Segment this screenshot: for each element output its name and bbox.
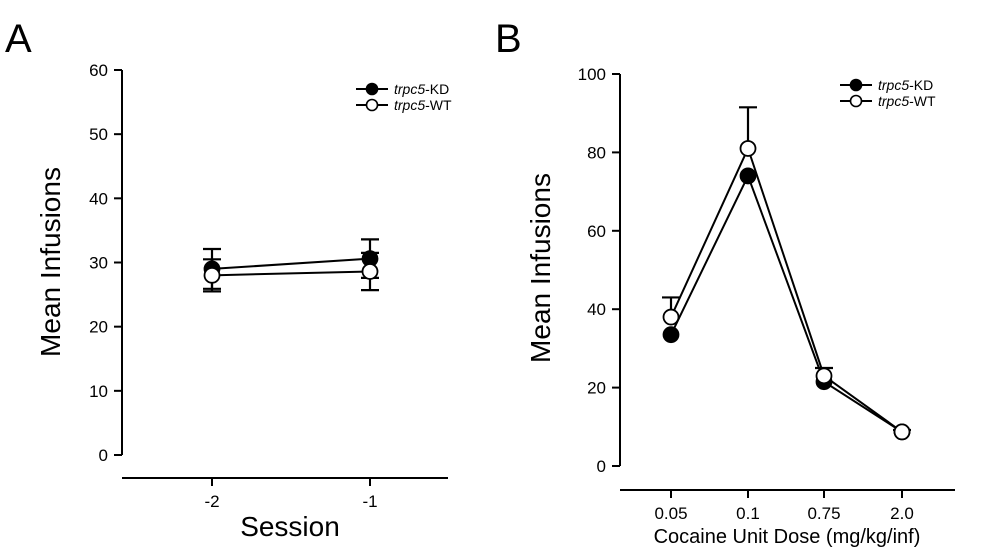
panel-a-marks [203,238,379,293]
panel-b-x-tick-label: 2.0 [890,504,914,523]
panel-b-point-kd [739,167,757,185]
panel-a-y-tick-label: 40 [89,189,108,208]
panel-b-x-axis-title: Cocaine Unit Dose (mg/kg/inf) [654,526,921,548]
panel-b-series-line-wt [670,145,903,433]
panel-a-y-axis-title: Mean Infusions [35,167,66,357]
panel-b-point-wt [893,423,911,441]
panel-a-legend-marker [365,98,379,112]
panel-b-x-tick-label: 0.05 [654,504,687,523]
panel-a-x-axis-title: Session [240,511,340,542]
panel-a-x-tick-label: -2 [204,492,219,511]
panel-a-y-tick-label: 20 [89,318,108,337]
panel-b-point-wt [815,367,833,385]
panel-b-point-kd [662,326,680,344]
panel-a-point-wt [361,263,379,280]
panel-b-axes [619,74,955,491]
panel-a-y-tick-label: 60 [89,61,108,80]
panel-a: A 0 10 20 30 40 50 60 -2 -1 Session Mean Infusi… [5,17,452,542]
panel-b-legend-marker [849,94,863,108]
panel-a-y-tick-label: 0 [99,446,108,465]
panel-b-y-tick-label: 20 [587,379,606,398]
panel-b-marks [662,106,911,441]
panel-a-legend-label: trpc5-KD [394,81,449,97]
panel-b-series-line-kd [670,173,903,433]
panel-b-y-tick-label: 100 [578,65,606,84]
panel-a-x-ticks: -2 -1 [204,478,378,511]
panel-b-legend-marker [849,78,863,92]
panel-b-x-tick-label: 0.1 [736,504,760,523]
panel-b-point-wt [739,140,757,157]
panel-a-point-wt [203,266,221,284]
panel-a-x-tick-label: -1 [362,492,377,511]
panel-b-legend-label: trpc5-WT [878,93,936,109]
panel-b-y-tick-label: 0 [597,457,606,476]
panel-a-series-line-wt [211,270,371,277]
panel-b-y-tick-label: 40 [587,300,606,319]
panel-a-y-tick-label: 10 [89,382,108,401]
panel-b-point-wt [662,308,680,326]
panel-b-y-tick-label: 80 [587,143,606,162]
panel-a-y-ticks: 0 10 20 30 40 50 60 [89,61,122,465]
panel-a-y-tick-label: 30 [89,254,108,273]
panel-a-series-line-kd [211,257,371,270]
panel-label-a: A [5,17,32,61]
panel-a-y-tick-label: 50 [89,125,108,144]
panel-b-y-axis-title: Mean Infusions [525,173,556,363]
panel-b: B 0 20 40 60 80 100 0.05 0.1 0.75 2.0 Cocaine Un… [495,17,955,548]
panel-label-b: B [495,17,522,61]
panel-a-legend-marker [365,82,379,96]
panel-b-x-tick-label: 0.75 [807,504,840,523]
panel-b-x-ticks: 0.05 0.1 0.75 2.0 [654,490,914,523]
panel-a-legend-label: trpc5-WT [394,97,452,113]
panel-b-y-tick-label: 60 [587,222,606,241]
panel-b-y-ticks: 0 20 40 60 80 100 [578,65,620,476]
panel-b-legend-label: trpc5-KD [878,77,933,93]
